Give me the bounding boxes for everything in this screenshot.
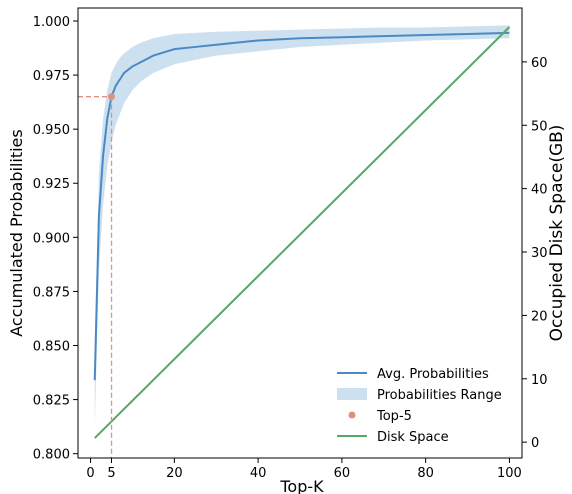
y-left-tick-label: 0.850 bbox=[33, 340, 70, 355]
y-right-tick-label: 20 bbox=[531, 309, 548, 324]
series-lines-group bbox=[93, 26, 511, 439]
y-left-tick-label: 0.825 bbox=[33, 394, 70, 409]
y-left-axis-title: Accumulated Probabilities bbox=[7, 129, 26, 336]
x-tick-label: 20 bbox=[166, 466, 183, 481]
legend-swatch-probabilities-range bbox=[337, 388, 367, 400]
legend-label-top-5: Top-5 bbox=[376, 409, 412, 424]
y-left-tick-label: 1.000 bbox=[33, 15, 70, 30]
y-left-tick-label: 0.900 bbox=[33, 231, 70, 246]
x-tick-label: 100 bbox=[497, 466, 522, 481]
series-avg-probabilities bbox=[93, 31, 510, 381]
y-left-tick-label: 0.925 bbox=[33, 177, 70, 192]
x-tick-label: 80 bbox=[417, 466, 434, 481]
x-tick-label: 60 bbox=[334, 466, 351, 481]
points-group bbox=[108, 93, 116, 101]
x-tick-label: 5 bbox=[107, 466, 115, 481]
y-left-axis-ticks: 0.800 0.825 0.850 0.875 0.900 0.925 0.950 0.975… bbox=[33, 15, 78, 463]
top5-guides-group bbox=[78, 96, 113, 458]
legend-label-avg-probabilities: Avg. Probabilities bbox=[377, 367, 489, 382]
y-right-axis-ticks: 0 10 20 30 40 50 60 bbox=[522, 56, 548, 451]
y-left-tick-label: 0.975 bbox=[33, 69, 70, 84]
top5-point bbox=[108, 93, 116, 101]
legend-label-probabilities-range: Probabilities Range bbox=[377, 388, 502, 403]
legend-swatch-top-5 bbox=[348, 411, 356, 419]
y-left-tick-label: 0.800 bbox=[33, 448, 70, 463]
y-right-tick-label: 30 bbox=[531, 246, 548, 261]
y-right-tick-label: 0 bbox=[531, 436, 539, 451]
plot-frame bbox=[77, 7, 523, 459]
x-axis-ticks: 0 5 20 40 60 80 100 bbox=[86, 458, 522, 481]
y-right-tick-label: 50 bbox=[531, 119, 548, 134]
legend: Avg. Probabilities Probabilities Range Top… bbox=[337, 367, 502, 445]
y-right-axis-title: Occupied Disk Space(GB) bbox=[547, 125, 567, 342]
y-right-tick-label: 60 bbox=[531, 56, 548, 71]
y-left-tick-label: 0.950 bbox=[33, 123, 70, 138]
y-right-tick-label: 40 bbox=[531, 183, 548, 198]
x-tick-label: 0 bbox=[86, 466, 94, 481]
x-tick-label: 40 bbox=[250, 466, 267, 481]
x-axis-title: Top-K bbox=[279, 477, 324, 494]
series-disk-space bbox=[94, 26, 511, 439]
y-right-tick-label: 10 bbox=[531, 373, 548, 388]
legend-label-disk-space: Disk Space bbox=[377, 430, 449, 445]
y-left-tick-label: 0.875 bbox=[33, 285, 70, 300]
